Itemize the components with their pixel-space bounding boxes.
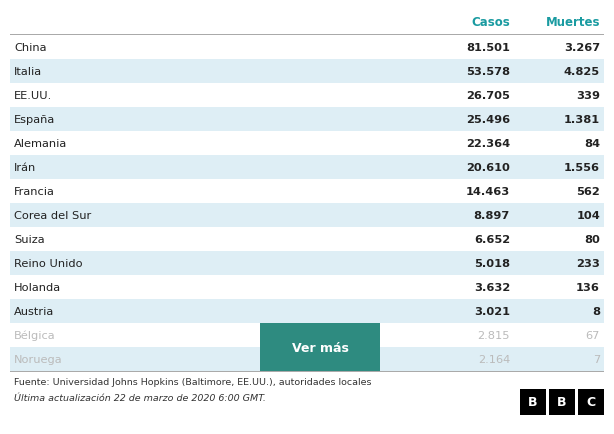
Text: Ver más: Ver más — [292, 341, 348, 354]
Text: EE.UU.: EE.UU. — [14, 91, 52, 101]
Text: 3.267: 3.267 — [564, 43, 600, 53]
Text: 67: 67 — [586, 330, 600, 340]
Text: 8.897: 8.897 — [474, 210, 510, 220]
Text: China: China — [14, 43, 47, 53]
Text: 7: 7 — [593, 354, 600, 364]
Text: 3.021: 3.021 — [474, 306, 510, 316]
Text: 5.018: 5.018 — [474, 258, 510, 268]
Text: 1.556: 1.556 — [564, 163, 600, 173]
Text: 136: 136 — [576, 283, 600, 293]
Text: 2.815: 2.815 — [478, 330, 510, 340]
Text: Casos: Casos — [472, 16, 510, 29]
Text: Bélgica: Bélgica — [14, 330, 56, 340]
Text: 2.164: 2.164 — [478, 354, 510, 364]
Text: 25.496: 25.496 — [466, 115, 510, 125]
Text: C: C — [586, 395, 596, 408]
Text: B: B — [558, 395, 567, 408]
Text: 53.578: 53.578 — [466, 67, 510, 77]
Text: B: B — [528, 395, 538, 408]
Text: 104: 104 — [577, 210, 600, 220]
Text: Alemania: Alemania — [14, 139, 68, 149]
Text: Corea del Sur: Corea del Sur — [14, 210, 91, 220]
Text: 81.501: 81.501 — [466, 43, 510, 53]
Text: Última actualización 22 de marzo de 2020 6:00 GMT.: Última actualización 22 de marzo de 2020… — [14, 393, 266, 402]
Text: Fuente: Universidad Johns Hopkins (Baltimore, EE.UU.), autoridades locales: Fuente: Universidad Johns Hopkins (Balti… — [14, 377, 371, 386]
Text: Muertes: Muertes — [545, 16, 600, 29]
Text: 233: 233 — [576, 258, 600, 268]
Text: 22.364: 22.364 — [466, 139, 510, 149]
Text: 3.632: 3.632 — [474, 283, 510, 293]
Text: 1.381: 1.381 — [564, 115, 600, 125]
Text: Holanda: Holanda — [14, 283, 61, 293]
Text: 339: 339 — [576, 91, 600, 101]
Text: Irán: Irán — [14, 163, 36, 173]
Text: Reino Unido: Reino Unido — [14, 258, 83, 268]
Text: 20.610: 20.610 — [466, 163, 510, 173]
Text: 84: 84 — [584, 139, 600, 149]
Text: 26.705: 26.705 — [466, 91, 510, 101]
Text: Austria: Austria — [14, 306, 54, 316]
Text: Suiza: Suiza — [14, 234, 45, 244]
Text: Francia: Francia — [14, 187, 55, 197]
Text: 80: 80 — [584, 234, 600, 244]
Text: 6.652: 6.652 — [474, 234, 510, 244]
Text: 4.825: 4.825 — [564, 67, 600, 77]
Text: 562: 562 — [577, 187, 600, 197]
Text: 8: 8 — [592, 306, 600, 316]
Text: 14.463: 14.463 — [466, 187, 510, 197]
Text: Noruega: Noruega — [14, 354, 63, 364]
Text: España: España — [14, 115, 55, 125]
Text: Italia: Italia — [14, 67, 42, 77]
